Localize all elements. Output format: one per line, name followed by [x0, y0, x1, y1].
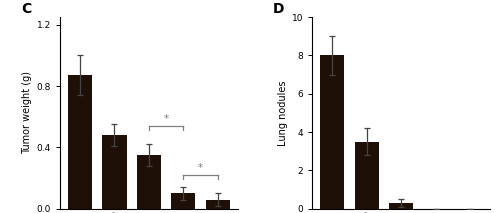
Bar — [389, 203, 413, 209]
Y-axis label: Tumor weight (g): Tumor weight (g) — [22, 71, 32, 154]
Bar — [171, 193, 195, 209]
Text: *: * — [198, 163, 203, 173]
Text: *: * — [164, 114, 168, 124]
Text: C: C — [21, 2, 31, 16]
Y-axis label: Lung nodules: Lung nodules — [278, 80, 287, 146]
Bar — [68, 75, 92, 209]
Bar — [206, 200, 230, 209]
Text: D: D — [273, 2, 284, 16]
Bar — [102, 135, 126, 209]
Bar — [320, 55, 344, 209]
Bar — [355, 142, 379, 209]
Bar — [137, 155, 161, 209]
